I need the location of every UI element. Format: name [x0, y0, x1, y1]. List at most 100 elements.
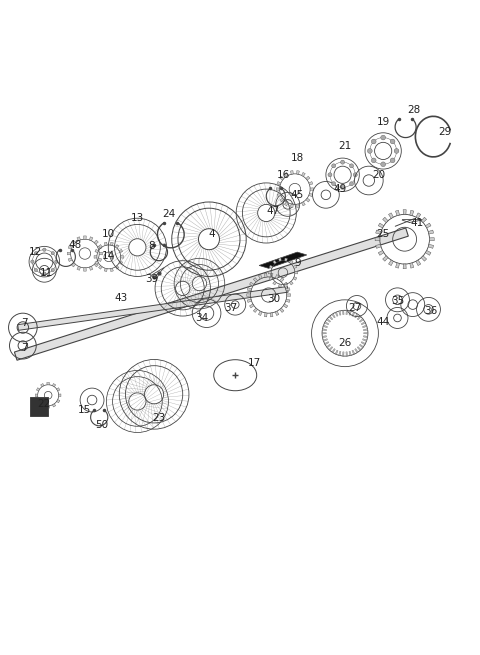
Polygon shape [416, 260, 421, 265]
Polygon shape [286, 299, 290, 303]
Polygon shape [98, 265, 102, 269]
Polygon shape [269, 265, 273, 269]
Text: 29: 29 [439, 127, 452, 137]
Circle shape [367, 149, 372, 153]
Polygon shape [310, 188, 313, 191]
Polygon shape [47, 383, 49, 385]
Polygon shape [18, 286, 288, 330]
Polygon shape [425, 250, 431, 255]
Polygon shape [425, 223, 431, 228]
Polygon shape [280, 278, 284, 282]
Polygon shape [360, 318, 363, 322]
Polygon shape [115, 244, 119, 248]
Text: 36: 36 [424, 306, 437, 316]
Polygon shape [36, 400, 40, 403]
Polygon shape [376, 230, 381, 234]
Polygon shape [14, 228, 408, 360]
Polygon shape [273, 260, 276, 264]
Circle shape [349, 181, 354, 186]
Polygon shape [383, 217, 388, 223]
Polygon shape [295, 271, 298, 274]
Polygon shape [421, 217, 427, 223]
Circle shape [332, 164, 336, 168]
Polygon shape [421, 256, 427, 261]
Polygon shape [410, 263, 414, 268]
Polygon shape [95, 250, 98, 253]
Text: 48: 48 [69, 240, 82, 250]
Polygon shape [120, 255, 123, 258]
Text: 17: 17 [248, 358, 261, 368]
Polygon shape [290, 204, 293, 208]
Polygon shape [396, 210, 399, 215]
Circle shape [31, 260, 34, 263]
Polygon shape [301, 202, 305, 206]
Polygon shape [329, 346, 333, 350]
Text: 15: 15 [78, 405, 92, 415]
Text: 44: 44 [376, 317, 390, 327]
Text: 37: 37 [224, 303, 237, 313]
Text: 39: 39 [145, 274, 158, 284]
Polygon shape [47, 405, 49, 408]
Polygon shape [357, 316, 361, 320]
Polygon shape [280, 198, 284, 202]
Text: 21: 21 [338, 141, 352, 151]
Polygon shape [280, 308, 284, 312]
Polygon shape [277, 193, 281, 196]
Polygon shape [270, 313, 273, 317]
Polygon shape [99, 252, 103, 255]
Polygon shape [247, 288, 252, 291]
Polygon shape [383, 256, 388, 261]
Polygon shape [285, 172, 288, 176]
Polygon shape [110, 242, 113, 246]
Polygon shape [361, 341, 365, 345]
Polygon shape [264, 313, 267, 317]
Polygon shape [360, 345, 363, 348]
Polygon shape [326, 318, 331, 322]
Polygon shape [322, 329, 327, 331]
Text: 10: 10 [102, 229, 115, 240]
Polygon shape [277, 181, 281, 185]
Polygon shape [375, 238, 380, 241]
Polygon shape [342, 352, 344, 356]
Circle shape [43, 248, 46, 252]
Polygon shape [332, 348, 336, 353]
Text: 14: 14 [102, 251, 115, 261]
Text: 25: 25 [376, 229, 390, 240]
Polygon shape [352, 350, 355, 354]
Polygon shape [98, 244, 102, 248]
Polygon shape [355, 314, 358, 318]
Polygon shape [396, 263, 399, 268]
Polygon shape [273, 281, 276, 285]
Polygon shape [335, 312, 338, 316]
Polygon shape [324, 341, 329, 345]
Polygon shape [410, 210, 414, 215]
Polygon shape [285, 284, 288, 288]
Polygon shape [306, 198, 310, 202]
Polygon shape [269, 277, 273, 280]
Polygon shape [285, 202, 288, 206]
Text: 43: 43 [114, 293, 127, 303]
Polygon shape [388, 260, 394, 265]
Polygon shape [94, 263, 98, 267]
Text: 8: 8 [148, 242, 155, 252]
Polygon shape [280, 176, 284, 180]
Polygon shape [357, 346, 361, 350]
Polygon shape [293, 265, 297, 269]
Polygon shape [97, 246, 102, 249]
Text: 47: 47 [267, 206, 280, 215]
Polygon shape [72, 263, 76, 267]
Text: 41: 41 [410, 217, 423, 227]
Text: 22: 22 [38, 399, 51, 409]
Polygon shape [363, 336, 368, 338]
Circle shape [51, 252, 54, 255]
Circle shape [381, 135, 385, 140]
Polygon shape [342, 310, 344, 314]
Text: 30: 30 [267, 294, 280, 304]
Polygon shape [285, 258, 288, 261]
Circle shape [328, 173, 332, 177]
Polygon shape [52, 383, 56, 386]
Polygon shape [41, 383, 44, 386]
Polygon shape [52, 403, 56, 407]
Circle shape [34, 269, 37, 272]
Text: 49: 49 [334, 184, 347, 194]
